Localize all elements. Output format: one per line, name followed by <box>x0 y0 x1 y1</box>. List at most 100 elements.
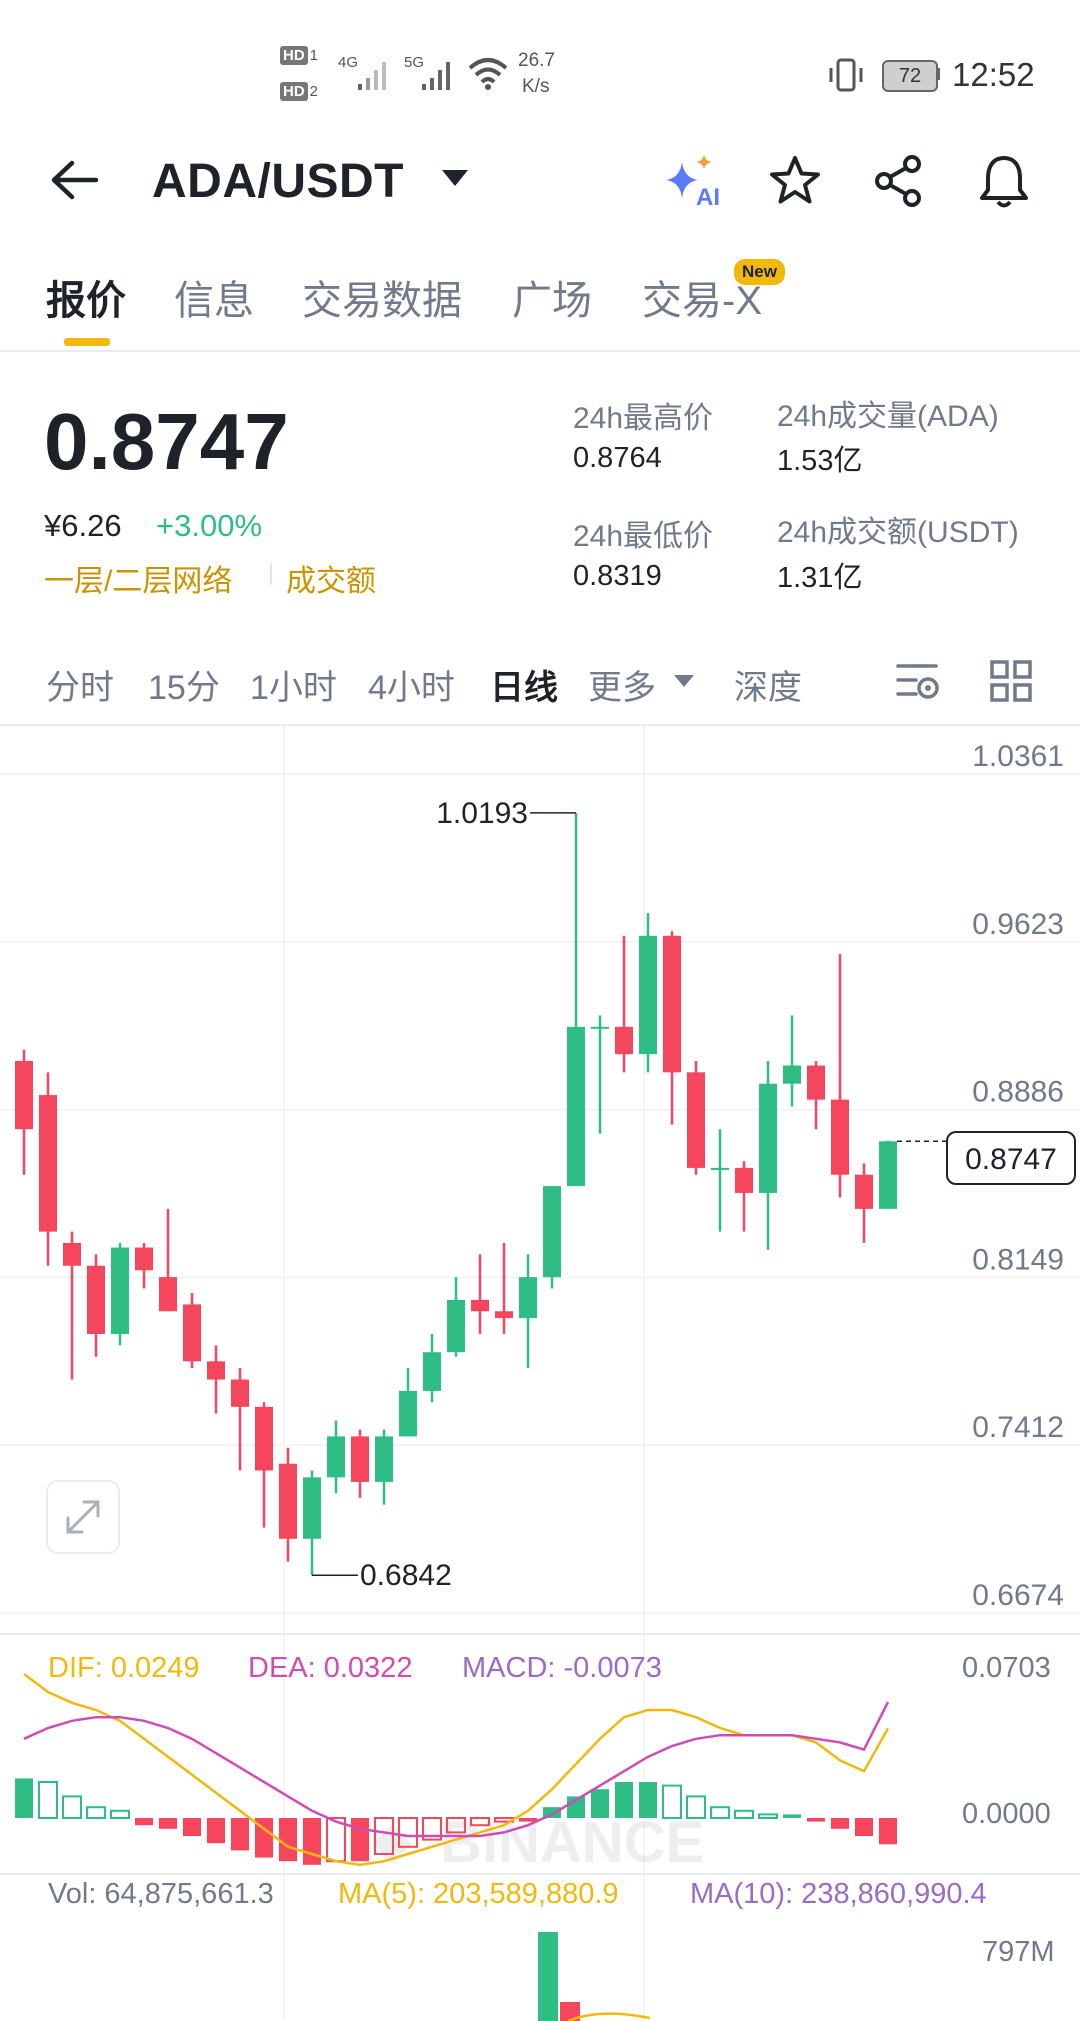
macd-value-legend: MACD: -0.0073 <box>462 1652 662 1684</box>
candlestick-chart[interactable]: BINANCE 1.0193 0.6842 1.0361 0.9623 0.8886 0… <box>0 726 1080 2021</box>
macd-bar <box>159 1818 177 1829</box>
macd-bar <box>855 1818 873 1836</box>
clock-time: 12:52 <box>952 56 1035 93</box>
candle-body <box>423 1352 441 1391</box>
tab-info[interactable]: 信息 <box>174 279 254 323</box>
candle-body <box>495 1311 513 1319</box>
candle-body <box>327 1436 345 1478</box>
interval-timeline[interactable]: 分时 <box>46 669 114 707</box>
macd-bar <box>519 1818 537 1822</box>
macd-bar <box>374 1817 394 1855</box>
annotations: 1.0193 0.6842 <box>312 797 946 1592</box>
macd-bar <box>710 1806 730 1819</box>
battery-icon: 72 <box>882 60 938 92</box>
macd-bar <box>135 1818 153 1826</box>
high-marker-label: 1.0193 <box>436 797 528 830</box>
macd-dea-line <box>23 1701 890 1838</box>
candle-body <box>735 1167 753 1193</box>
macd-bar <box>639 1782 657 1818</box>
candle-body <box>615 1026 633 1055</box>
low-24h-value: 0.8319 <box>573 560 662 592</box>
candle-body <box>447 1299 465 1353</box>
macd-bar <box>183 1818 201 1836</box>
bell-icon[interactable] <box>976 152 1032 210</box>
interval-1d[interactable]: 日线 <box>490 669 558 707</box>
net-speed-value: 26.7 <box>518 50 555 71</box>
low-24h-label: 24h最低价 <box>573 520 714 553</box>
category-tag-link[interactable]: 一层/二层网络 <box>44 565 233 598</box>
macd-dea-legend: DEA: 0.0322 <box>248 1652 413 1684</box>
interval-4h[interactable]: 4小时 <box>368 669 455 707</box>
candle-body <box>543 1186 561 1278</box>
interval-1h[interactable]: 1小时 <box>250 669 337 707</box>
macd-bar <box>734 1809 754 1820</box>
candle-body <box>111 1247 129 1335</box>
watermark-text: BINANCE <box>440 1810 704 1875</box>
pair-title[interactable]: ADA/USDT <box>152 155 404 208</box>
current-price-tag[interactable]: 0.8747 <box>946 1131 1076 1185</box>
status-bar: HD 1 HD 2 4G 5G 26.7 K/s 72 12:52 <box>0 0 1080 120</box>
macd-bar <box>15 1778 33 1818</box>
tab-trade-data[interactable]: 交易数据 <box>302 279 462 323</box>
tab-square[interactable]: 广场 <box>512 279 592 323</box>
volume-panel <box>538 1932 651 2021</box>
macd-bar <box>879 1818 897 1845</box>
indicator-settings-icon[interactable] <box>894 658 940 704</box>
interval-more[interactable]: 更多 <box>588 669 656 707</box>
last-price: 0.8747 <box>44 397 289 486</box>
macd-bar <box>758 1813 778 1820</box>
volume-legend: Vol: 64,875,661.3 <box>48 1878 274 1910</box>
candle-body <box>759 1083 777 1193</box>
candle-body <box>279 1463 297 1539</box>
candle-body <box>591 1026 609 1029</box>
fullscreen-button[interactable] <box>46 1480 120 1554</box>
share-icon[interactable] <box>872 154 926 208</box>
y-tick-label: 0.6674 <box>972 1579 1064 1612</box>
macd-tick-top: 0.0703 <box>962 1652 1051 1684</box>
y-tick-label: 0.9623 <box>972 908 1064 941</box>
candle-body <box>711 1167 729 1170</box>
back-arrow-icon[interactable] <box>48 160 102 200</box>
interval-depth[interactable]: 深度 <box>734 669 802 707</box>
candle-body <box>687 1072 705 1168</box>
tab-trade-x[interactable]: 交易-X <box>642 279 762 323</box>
macd-bar <box>446 1817 466 1834</box>
candle-body <box>807 1065 825 1100</box>
macd-bar <box>662 1784 682 1819</box>
candle-body <box>159 1277 177 1312</box>
macd-tick-zero: 0.0000 <box>962 1798 1051 1830</box>
star-icon[interactable] <box>768 154 822 208</box>
macd-dif-legend: DIF: 0.0249 <box>48 1652 200 1684</box>
more-dropdown-icon[interactable] <box>672 673 696 689</box>
candle-body <box>855 1174 873 1209</box>
candles <box>15 812 897 1576</box>
macd-bar <box>62 1795 82 1820</box>
candle-body <box>231 1379 249 1407</box>
macd-panel <box>15 1673 897 1867</box>
candle-body <box>567 1026 585 1187</box>
macd-bar <box>543 1807 561 1818</box>
candle-body <box>351 1436 369 1482</box>
chart-area[interactable]: BINANCE 1.0193 0.6842 1.0361 0.9623 0.8886 0… <box>0 724 1080 2021</box>
turnover-tag-link[interactable]: 成交额 <box>286 565 376 598</box>
volume-tick: 797M <box>982 1936 1055 1968</box>
signal-icon-2 <box>422 62 450 90</box>
low-marker-label: 0.6842 <box>360 1559 452 1592</box>
candle-body <box>375 1436 393 1482</box>
sim1-indicator: HD 1 <box>280 46 318 65</box>
candle-body <box>639 935 657 1055</box>
network-5g-label: 5G <box>404 54 425 71</box>
candle-body <box>399 1390 417 1437</box>
ai-assistant-button[interactable]: AI <box>662 152 722 212</box>
grid-layout-icon[interactable] <box>988 658 1034 704</box>
interval-15m[interactable]: 15分 <box>148 669 220 707</box>
wifi-icon <box>468 58 508 90</box>
candle-body <box>63 1242 81 1266</box>
tag-separator: | <box>268 560 274 585</box>
ai-label: AI <box>696 184 720 211</box>
tab-quote[interactable]: 报价 <box>46 279 126 323</box>
candle-body <box>471 1299 489 1312</box>
candle-body <box>663 935 681 1073</box>
chevron-down-icon[interactable] <box>440 168 470 188</box>
vol-24h-value: 1.53亿 <box>777 445 863 477</box>
